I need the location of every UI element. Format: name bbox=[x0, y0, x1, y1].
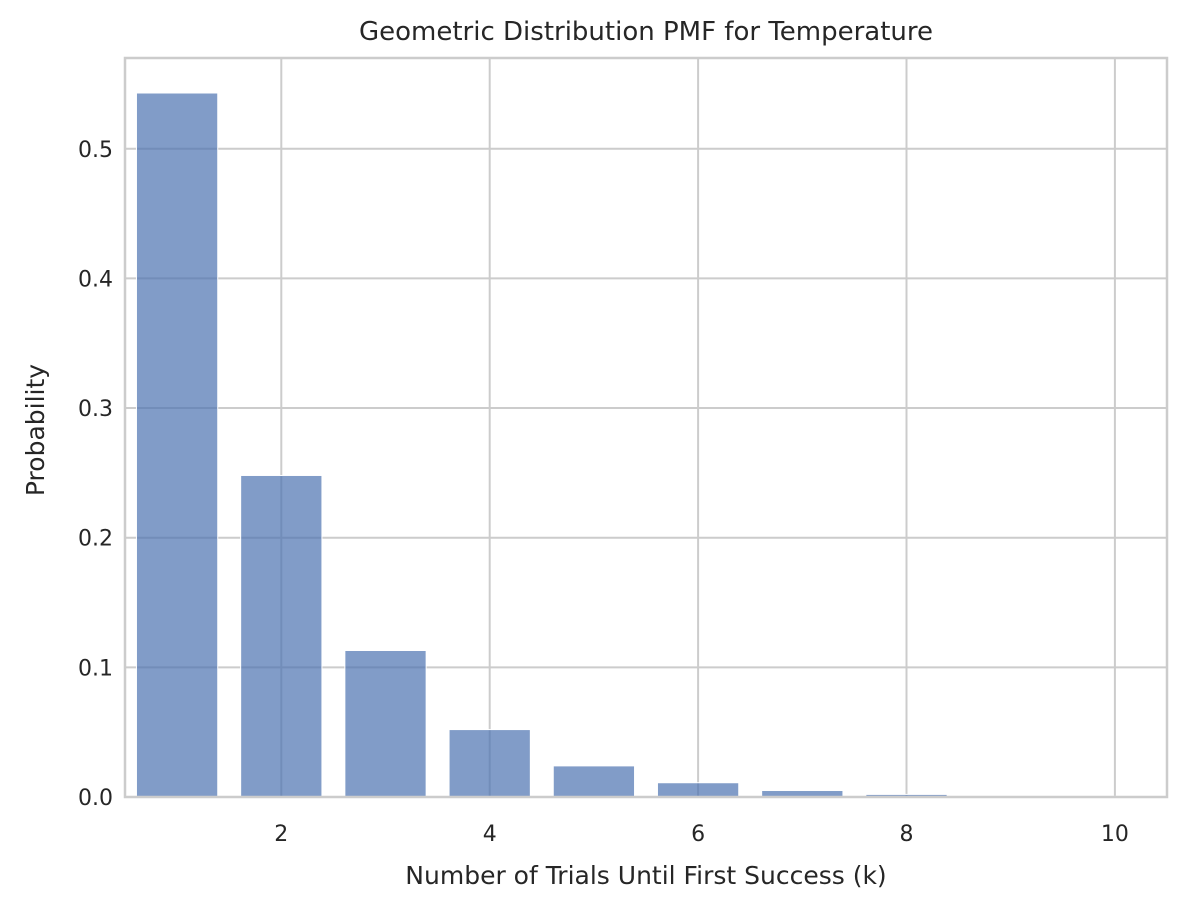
bars bbox=[135, 92, 1157, 798]
y-tick-label: 0.0 bbox=[78, 786, 113, 811]
bar-k-1 bbox=[135, 92, 219, 798]
bar-k-3 bbox=[344, 649, 427, 798]
plot-frame bbox=[123, 56, 1169, 799]
bar-k-4 bbox=[448, 729, 531, 798]
x-tick-label: 8 bbox=[900, 822, 914, 847]
y-tick-labels: 0.0 0.1 0.2 0.3 0.4 0.5 bbox=[78, 138, 113, 811]
chart-title: Geometric Distribution PMF for Temperatu… bbox=[359, 17, 933, 47]
x-tick-label: 10 bbox=[1101, 822, 1129, 847]
x-axis-label: Number of Trials Until First Success (k) bbox=[405, 861, 886, 890]
bar-k-6 bbox=[656, 782, 740, 798]
bar-k-5 bbox=[552, 765, 636, 798]
bar-k-2 bbox=[240, 474, 323, 798]
x-tick-label: 6 bbox=[691, 822, 705, 847]
y-tick-label: 0.5 bbox=[78, 138, 113, 163]
x-tick-label: 4 bbox=[483, 822, 497, 847]
y-tick-label: 0.4 bbox=[78, 267, 113, 292]
x-tick-labels: 2 4 6 8 10 bbox=[274, 822, 1129, 847]
y-tick-label: 0.3 bbox=[78, 397, 113, 422]
y-tick-label: 0.1 bbox=[78, 656, 113, 681]
x-tick-label: 2 bbox=[274, 822, 288, 847]
y-tick-label: 0.2 bbox=[78, 527, 113, 552]
y-axis-label: Probability bbox=[21, 364, 50, 496]
